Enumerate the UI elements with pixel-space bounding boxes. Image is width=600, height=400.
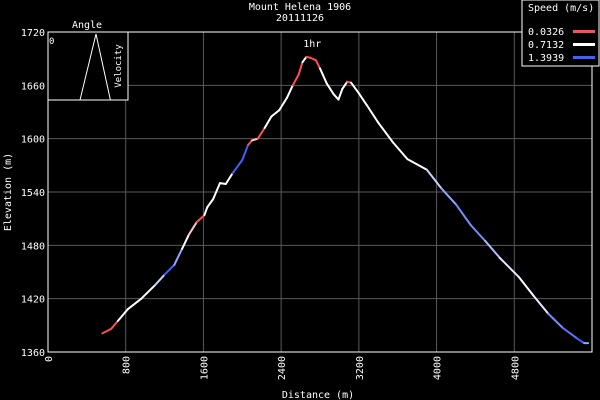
speed-legend: Speed (m/s) 0.0326 0.7132 1.3939 — [521, 0, 600, 67]
track-segment — [337, 87, 344, 101]
x-tick-label: 4000 — [433, 356, 444, 380]
track-segment — [231, 159, 244, 175]
x-axis-label: Distance (m) — [282, 390, 354, 400]
x-tick-label: 0 — [44, 356, 55, 362]
x-axis-ticks: 0 800 1600 2400 3200 4000 4800 — [44, 356, 521, 380]
y-tick-label: 1720 — [21, 28, 45, 39]
track-segment — [532, 295, 550, 315]
track-segment — [498, 256, 521, 279]
track-segment — [126, 297, 143, 311]
y-tick-label: 1600 — [21, 135, 45, 146]
track-segment — [547, 312, 564, 329]
y-axis-ticks: 1360 1420 1480 1540 1600 1660 1720 — [21, 28, 45, 359]
track-segment — [325, 82, 335, 96]
x-tick-label: 3200 — [355, 356, 366, 380]
track-segment — [203, 206, 209, 217]
inset-line — [52, 33, 124, 101]
grid-lines — [48, 32, 592, 352]
track-segment — [377, 121, 394, 144]
track-segment — [576, 337, 586, 345]
track-segment — [315, 59, 321, 70]
track-segment — [291, 73, 300, 87]
track-segment — [101, 327, 113, 335]
x-tick-label: 800 — [122, 356, 133, 374]
track-segment — [561, 327, 579, 340]
legend-swatch-2 — [573, 43, 595, 46]
track-segment — [455, 203, 472, 226]
track-segment — [212, 182, 221, 201]
track-segment — [256, 127, 266, 140]
track-segment — [297, 61, 304, 76]
track-segment — [110, 319, 119, 330]
x-tick-label: 4800 — [510, 356, 521, 380]
legend-entry-label-3: 1.3939 — [528, 53, 564, 64]
track-segment — [301, 55, 308, 64]
y-axis-label: Elevation (m) — [3, 153, 14, 231]
track-segment — [278, 96, 288, 112]
track-segment — [425, 168, 443, 190]
plot-frame — [47, 31, 593, 353]
track-segment — [350, 81, 360, 95]
y-tick-label: 1420 — [21, 295, 45, 306]
chart-title: Mount Helena 1906 — [249, 2, 351, 13]
track-segment — [285, 84, 294, 99]
track-segment — [187, 221, 198, 236]
track-segment — [116, 308, 129, 322]
track-segment — [391, 141, 409, 161]
track-segment — [484, 239, 501, 259]
y-tick-label: 1540 — [21, 188, 45, 199]
inset-left-label: 0 — [49, 37, 54, 47]
track-segment — [224, 172, 234, 185]
y-tick-label: 1660 — [21, 81, 45, 92]
track-segment — [440, 187, 457, 206]
x-tick-label: 2400 — [277, 356, 288, 380]
legend-entry-label-1: 0.0326 — [528, 27, 564, 38]
angle-inset: Angle 0 Velocity — [47, 20, 129, 101]
y-tick-label: 1480 — [21, 241, 45, 252]
x-tick-label: 1600 — [199, 356, 210, 380]
track-segment — [263, 115, 273, 129]
y-tick-label: 1360 — [21, 348, 45, 359]
legend-title: Speed (m/s) — [528, 3, 594, 14]
track-segment — [365, 103, 380, 124]
legend-entry-label-2: 0.7132 — [528, 40, 564, 51]
inset-right-label: Velocity — [114, 44, 124, 88]
track-segment — [469, 223, 487, 242]
track-segment — [181, 233, 190, 250]
track-segment — [406, 158, 428, 171]
track-segment — [270, 109, 281, 118]
track-segment — [518, 276, 535, 297]
track-segment — [140, 284, 156, 300]
track-segment — [206, 198, 215, 209]
track-segment — [319, 67, 328, 85]
track-segment — [163, 263, 176, 276]
legend-swatch-3 — [573, 56, 595, 59]
track-segment — [357, 92, 368, 106]
elevation-series — [101, 55, 590, 345]
track-segment — [195, 214, 206, 224]
annotation-1hr: 1hr — [303, 39, 321, 50]
track-segment — [251, 137, 259, 142]
track-segment — [173, 247, 184, 266]
track-segment — [332, 93, 340, 101]
track-segment — [341, 80, 349, 90]
track-segment — [153, 273, 166, 287]
inset-title: Angle — [72, 20, 102, 31]
chart-subtitle: 20111126 — [276, 13, 324, 24]
track-segment — [309, 56, 318, 62]
track-segment — [241, 143, 250, 161]
legend-swatch-1 — [573, 30, 595, 33]
